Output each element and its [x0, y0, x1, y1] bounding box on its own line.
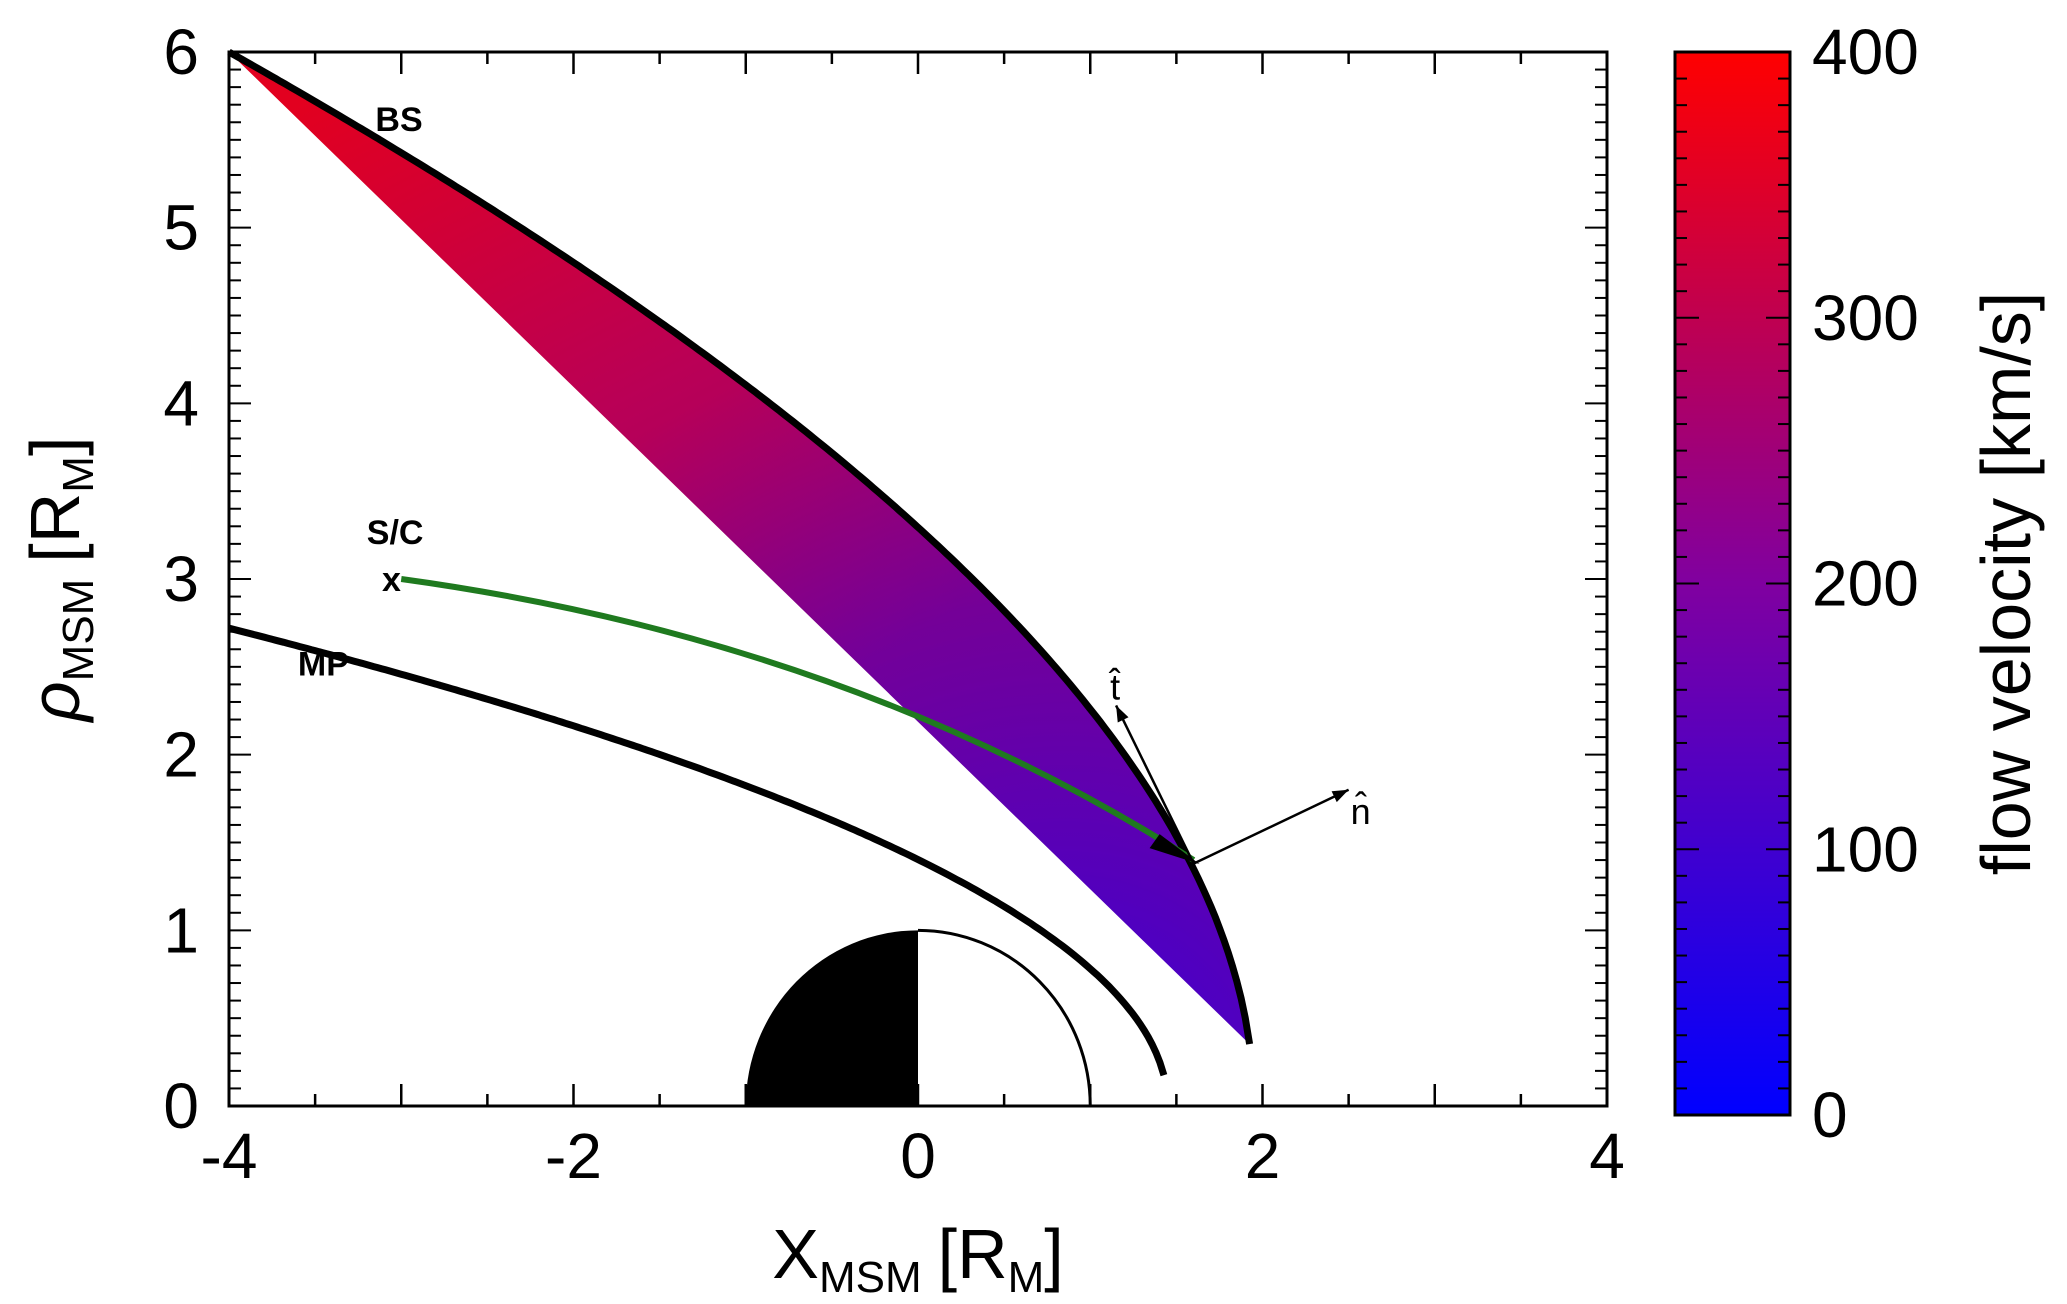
y-tick-label: 3 [163, 543, 199, 615]
spacecraft-path [400, 576, 1196, 863]
y-tick-label: 0 [163, 1070, 199, 1142]
y-tick-label: 4 [163, 367, 199, 439]
magnetopause-curve [228, 624, 1168, 1077]
colorbar-label: flow velocity [km/s] [1967, 292, 2045, 875]
tangent-vector-label: t̂ [1109, 666, 1121, 707]
y-tick-label: 2 [163, 719, 199, 791]
colorbar-tick-label: 200 [1812, 548, 1919, 620]
plot-area: BS MP S/C x n̂ t̂ [227, 48, 1371, 1107]
x-axis-label: XMSM [RM] [772, 1215, 1063, 1302]
colorbar-tick-label: 300 [1812, 282, 1919, 354]
x-tick-label: 2 [1245, 1120, 1281, 1192]
bow-shock-curve [227, 48, 1254, 1045]
magnetopause-label: MP [298, 646, 349, 684]
tangent-vector-head [1116, 705, 1129, 723]
normal-vector [1193, 788, 1350, 865]
y-tick-label: 6 [163, 16, 199, 88]
y-axis-ticks: 0 1 2 3 4 5 6 [163, 16, 1607, 1142]
normal-vector-label: n̂ [1351, 790, 1371, 832]
x-tick-label: 0 [900, 1120, 936, 1192]
tangent-vector [1114, 704, 1195, 865]
y-axis-label: ρMSM[RM] [16, 437, 103, 724]
spacecraft-marker: x [382, 561, 401, 599]
colorbar: 0 100 200 300 400 flow velocity [km/s] [1673, 16, 2045, 1151]
magnetosheath-gradient [229, 52, 1250, 1045]
planet [745, 928, 1092, 1107]
colorbar-tick-label: 0 [1812, 1079, 1848, 1151]
spacecraft-path-arrowhead [1149, 834, 1200, 865]
x-tick-label: -4 [201, 1120, 258, 1192]
y-tick-label: 1 [163, 894, 199, 966]
spacecraft-label: S/C [367, 514, 424, 552]
x-tick-label: -2 [545, 1120, 602, 1192]
planet-nightside [745, 930, 918, 1106]
normal-vector-head [1331, 789, 1349, 803]
colorbar-tick-label: 100 [1812, 813, 1919, 885]
x-tick-label: 4 [1589, 1120, 1625, 1192]
colorbar-ticks: 0 100 200 300 400 [1675, 16, 1919, 1151]
planet-dayside [917, 928, 1092, 1107]
vector-arrows [1114, 704, 1350, 865]
bow-shock-label: BS [375, 101, 422, 139]
colorbar-tick-label: 400 [1812, 16, 1919, 88]
x-axis-ticks: -4 -2 0 2 4 [201, 52, 1625, 1192]
y-tick-label: 5 [163, 192, 199, 264]
